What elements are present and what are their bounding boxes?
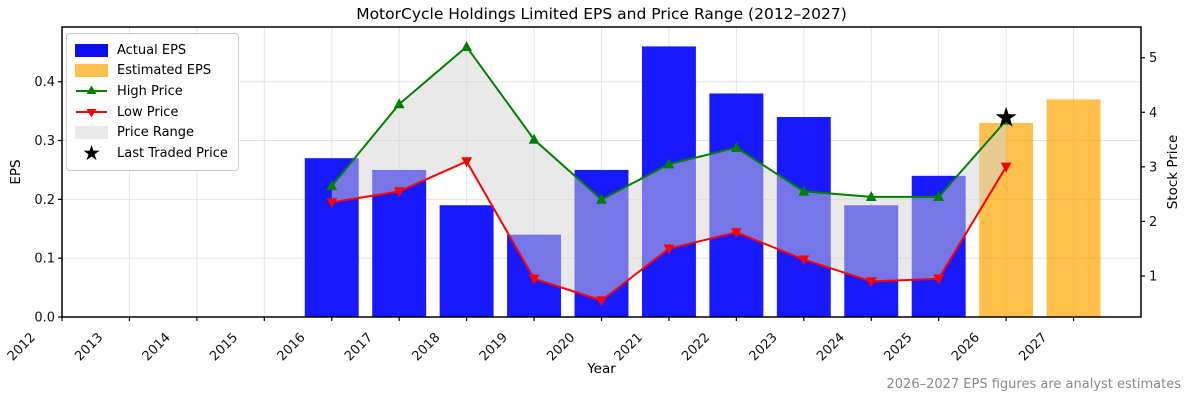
high-price-line-marker-2023 <box>798 185 810 196</box>
x-axis-label: Year <box>587 361 616 377</box>
eps-tick-labels: 0.0 0.1 0.2 0.3 0.4 <box>34 75 55 325</box>
low-price-line <box>326 157 1012 307</box>
left-axis-label: EPS <box>8 159 24 185</box>
tick-label: 2019 <box>477 330 511 364</box>
tick-label: 2025 <box>882 330 916 364</box>
price-tick-labels: 1 2 3 4 5 <box>1149 51 1157 284</box>
high-price-line-marker-2024 <box>865 191 877 202</box>
legend-label: Price Range <box>117 125 195 141</box>
low-price-line-marker-2023 <box>798 255 810 266</box>
low-price-line-marker-2016 <box>326 198 338 209</box>
last-traded-star <box>995 106 1017 127</box>
tick-label: 0.2 <box>34 193 55 208</box>
legend-item-price-range: Price Range <box>75 122 228 143</box>
black-star-icon: ★ <box>82 141 101 166</box>
tick-label: 2014 <box>140 330 174 364</box>
legend-label: Estimated EPS <box>117 63 212 79</box>
high-price-line-marker-2022 <box>730 141 742 152</box>
tick-label: 2015 <box>207 330 241 364</box>
tick-label: 2018 <box>409 330 443 364</box>
legend-item-estimated-eps: Estimated EPS <box>75 61 228 82</box>
gray-range-swatch-icon <box>75 126 108 140</box>
tick-label: 0.1 <box>34 252 55 267</box>
actual-eps-bar-2018 <box>439 205 494 317</box>
legend: Actual EPS Estimated EPS High Price Low … <box>66 33 239 171</box>
tick-label: 2027 <box>1016 330 1050 364</box>
orange-bar-swatch-icon <box>75 64 108 78</box>
high-price-line-marker-2020 <box>596 193 607 204</box>
tick-label: 2 <box>1149 215 1157 230</box>
tick-label: 2016 <box>275 330 309 364</box>
high-price-line-marker-2017 <box>393 98 405 109</box>
high-price-line-marker-2025 <box>933 191 945 202</box>
tick-label: 2017 <box>342 330 376 364</box>
tick-label: 2020 <box>544 330 578 364</box>
legend-item-low-price: Low Price <box>75 102 228 123</box>
low-price-line-marker-2017 <box>393 187 405 198</box>
red-line-triangle-down-icon <box>75 105 108 119</box>
chart-title: MotorCycle Holdings Limited EPS and Pric… <box>356 5 847 23</box>
x-tick-labels: 2012 2013 2014 2015 2016 2017 2018 2019 2020 2021… <box>5 330 1051 364</box>
tick-label: 2023 <box>747 330 781 364</box>
tick-label: 2012 <box>5 330 39 364</box>
axis-ticks <box>58 57 1145 321</box>
tick-label: 2013 <box>72 330 106 364</box>
legend-label: Low Price <box>117 104 179 120</box>
green-line-triangle-up-icon <box>75 84 108 98</box>
estimates-footnote: 2026–2027 EPS figures are analyst estima… <box>886 377 1182 392</box>
legend-label: High Price <box>117 83 183 99</box>
legend-item-actual-eps: Actual EPS <box>75 40 228 61</box>
tick-label: 0.4 <box>34 75 55 90</box>
legend-item-last-traded: ★ Last Traded Price <box>75 143 228 164</box>
legend-item-high-price: High Price <box>75 81 228 102</box>
blue-bar-swatch-icon <box>75 43 108 57</box>
tick-label: 5 <box>1149 51 1157 66</box>
tick-label: 4 <box>1149 106 1157 121</box>
legend-label: Actual EPS <box>117 42 187 58</box>
high-price-line-marker-2018 <box>461 41 473 52</box>
tick-label: 0.0 <box>34 311 55 326</box>
low-price-line-marker-2024 <box>865 277 877 288</box>
right-axis-label: Stock Price <box>1165 134 1181 210</box>
tick-label: 2022 <box>679 330 713 364</box>
low-price-line-marker-2018 <box>461 157 473 168</box>
tick-label: 0.3 <box>34 134 55 149</box>
tick-label: 3 <box>1149 160 1157 175</box>
tick-label: 2021 <box>612 330 646 364</box>
high-price-line-marker-2021 <box>663 158 675 169</box>
high-price-line-marker-2019 <box>528 133 540 144</box>
low-price-line-marker-2021 <box>663 244 675 255</box>
low-price-line-marker-2025 <box>933 274 945 285</box>
tick-label: 2024 <box>814 330 848 364</box>
low-price-line-marker-2020 <box>596 296 607 307</box>
high-price-line-marker-2016 <box>326 180 338 191</box>
tick-label: 2026 <box>949 330 983 364</box>
low-price-line-marker-2022 <box>730 228 742 239</box>
price-range-fill <box>331 46 1007 301</box>
low-price-line-marker-2019 <box>528 274 540 285</box>
estimated-eps-bar-2027 <box>1046 99 1101 318</box>
legend-label: Last Traded Price <box>117 145 228 161</box>
low-price-line-marker-2026 <box>1000 162 1012 173</box>
tick-label: 1 <box>1149 269 1157 284</box>
